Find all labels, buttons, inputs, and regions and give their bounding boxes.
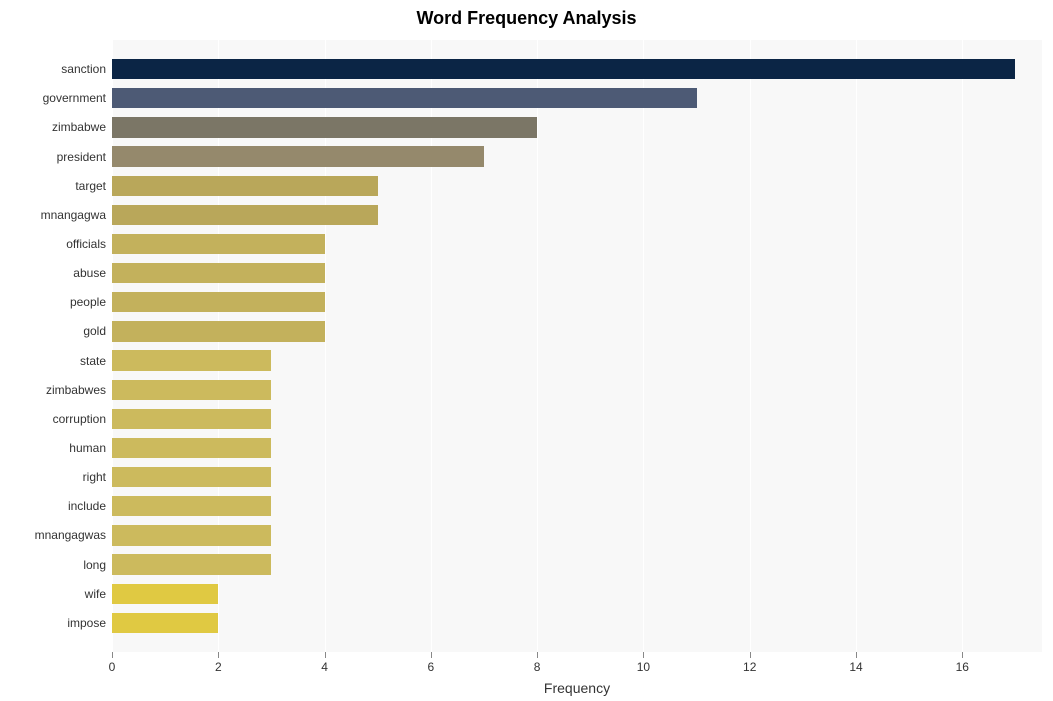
ytick-label: officials [66,237,112,251]
ytick-label: mnangagwa [41,208,112,222]
bar [112,234,325,254]
xtick-mark [112,652,113,658]
ytick-label: human [69,441,112,455]
bar [112,292,325,312]
bar [112,613,218,633]
bar [112,525,271,545]
xtick-label: 6 [428,660,435,674]
xtick-mark [431,652,432,658]
ytick-label: wife [85,587,112,601]
bar [112,409,271,429]
xtick-label: 16 [956,660,969,674]
xtick-mark [325,652,326,658]
ytick-label: mnangagwas [35,528,112,542]
xtick-mark [537,652,538,658]
bar [112,380,271,400]
ytick-label: people [70,295,112,309]
bar [112,438,271,458]
bar [112,88,697,108]
xtick-mark [643,652,644,658]
bar [112,263,325,283]
bar [112,59,1015,79]
ytick-label: zimbabwe [52,120,112,134]
xtick-label: 0 [109,660,116,674]
xtick-mark [750,652,751,658]
ytick-label: corruption [53,412,112,426]
xtick-label: 2 [215,660,222,674]
xtick-label: 4 [321,660,328,674]
gridline [537,40,538,652]
ytick-label: impose [67,616,112,630]
ytick-label: target [75,179,112,193]
xtick-mark [962,652,963,658]
bar [112,117,537,137]
bar [112,467,271,487]
gridline [856,40,857,652]
ytick-label: state [80,354,112,368]
xtick-mark [218,652,219,658]
bar [112,146,484,166]
bar [112,554,271,574]
bar [112,321,325,341]
ytick-label: right [83,470,112,484]
ytick-label: abuse [73,266,112,280]
bar [112,205,378,225]
ytick-label: sanction [61,62,112,76]
bar [112,350,271,370]
xtick-label: 12 [743,660,756,674]
ytick-label: government [43,91,112,105]
xtick-mark [856,652,857,658]
ytick-label: gold [83,324,112,338]
gridline [750,40,751,652]
ytick-label: zimbabwes [46,383,112,397]
xaxis-title: Frequency [544,680,610,696]
plot-area: 0246810121416Frequencysanctiongovernment… [112,40,1042,652]
xtick-label: 10 [637,660,650,674]
chart-title: Word Frequency Analysis [0,8,1053,29]
bar [112,496,271,516]
gridline [962,40,963,652]
chart: Word Frequency Analysis 0246810121416Fre… [0,0,1053,701]
xtick-label: 14 [849,660,862,674]
xtick-label: 8 [534,660,541,674]
bar [112,584,218,604]
ytick-label: president [57,150,112,164]
bar [112,176,378,196]
ytick-label: long [83,558,112,572]
ytick-label: include [68,499,112,513]
gridline [643,40,644,652]
